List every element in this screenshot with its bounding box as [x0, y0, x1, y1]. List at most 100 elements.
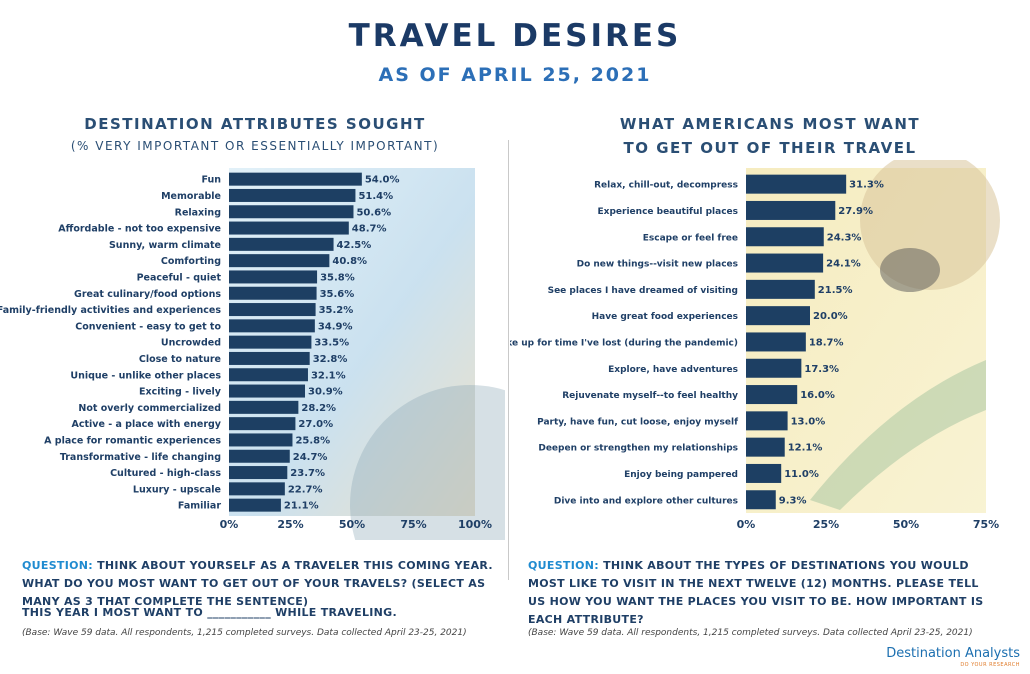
right-category-label: Explore, have adventures [608, 365, 738, 375]
city-globe-decoration [350, 385, 505, 540]
left-value-label: 40.8% [332, 256, 367, 267]
right-category-label: Experience beautiful places [598, 207, 738, 217]
left-bar [229, 237, 334, 251]
left-bar [229, 482, 285, 496]
left-category-label: Convenient - easy to get to [75, 321, 221, 332]
left-chart-subtitle: (% VERY IMPORTANT OR ESSENTIALLY IMPORTA… [70, 139, 440, 153]
right-x-tick-label: 25% [813, 518, 839, 531]
left-bar [229, 384, 306, 398]
palm-leaf-decoration [810, 360, 986, 510]
left-question-text: THINK ABOUT YOURSELF AS A TRAVELER THIS … [22, 559, 493, 608]
left-category-label: Luxury - upscale [133, 484, 221, 495]
left-category-label: A place for romantic experiences [44, 435, 221, 446]
left-category-label: Comforting [161, 256, 221, 267]
right-bar-chart: Relax, chill-out, decompress 31.3% Experie… [510, 160, 1000, 531]
right-value-label: 12.1% [788, 443, 823, 454]
left-category-label: Great culinary/food options [74, 289, 221, 300]
page-subtitle: AS OF APRIL 25, 2021 [378, 64, 652, 86]
panel-divider [508, 140, 509, 580]
right-base-note: (Base: Wave 59 data. All respondents, 1,… [528, 628, 973, 638]
left-bar [229, 466, 288, 480]
right-chart-title-line2: TO GET OUT OF THEIR TRAVEL [623, 139, 917, 157]
left-bar-chart: Fun 54.0% Memorable 51.4% Relaxing 50.6% Affor… [0, 168, 505, 540]
left-bar [229, 188, 356, 202]
left-category-label: Active - a place with energy [71, 419, 221, 430]
right-category-label: Escape or feel free [643, 233, 738, 243]
left-bar [229, 254, 330, 268]
sunglasses-decoration [880, 248, 940, 292]
left-bar [229, 172, 362, 186]
left-bar [229, 286, 317, 300]
left-question: QUESTION: THINK ABOUT YOURSELF AS A TRAV… [22, 557, 497, 611]
logo-tagline: DO YOUR RESEARCH [960, 662, 1020, 668]
left-value-label: 42.5% [337, 240, 372, 251]
right-bar [746, 490, 776, 510]
right-bar [746, 463, 782, 483]
left-category-label: Affordable - not too expensive [58, 224, 221, 235]
left-x-tick-label: 100% [458, 518, 492, 531]
left-value-label: 54.0% [365, 175, 400, 186]
left-bar [229, 449, 290, 463]
left-category-label: Cultured - high-class [110, 468, 221, 479]
right-category-label: Deepen or strengthen my relationships [538, 444, 738, 454]
left-value-label: 23.7% [290, 468, 325, 479]
right-x-tick-label: 75% [973, 518, 999, 531]
right-bar [746, 227, 824, 247]
right-category-label: See places I have dreamed of visiting [548, 286, 738, 296]
left-value-label: 33.5% [314, 338, 349, 349]
right-bar [746, 437, 785, 457]
right-category-label: Make up for time I've lost (during the p… [510, 338, 738, 348]
right-bar [746, 332, 806, 352]
left-category-label: Uncrowded [161, 338, 221, 349]
left-category-label: Close to nature [139, 354, 221, 365]
left-x-tick-label: 0% [220, 518, 239, 531]
right-category-label: Do new things--visit new places [577, 260, 738, 270]
left-value-label: 27.0% [298, 419, 333, 430]
left-bar [229, 351, 310, 365]
right-category-label: Have great food experiences [592, 312, 738, 322]
left-base-note: (Base: Wave 59 data. All respondents, 1,… [22, 628, 467, 638]
left-value-label: 30.9% [308, 387, 343, 398]
left-value-label: 32.1% [311, 370, 346, 381]
logo-text: Destination Analysts [886, 646, 1020, 661]
right-x-tick-label: 50% [893, 518, 919, 531]
left-x-tick-label: 25% [277, 518, 303, 531]
left-bar [229, 433, 293, 447]
left-bar [229, 400, 299, 414]
left-value-label: 25.8% [295, 435, 330, 446]
left-value-label: 51.4% [358, 191, 393, 202]
right-value-label: 24.3% [827, 232, 862, 243]
left-value-label: 35.2% [319, 305, 354, 316]
left-question-lead: QUESTION: [22, 559, 93, 572]
left-value-label: 50.6% [356, 207, 391, 218]
right-category-label: Enjoy being pampered [624, 470, 738, 480]
left-value-label: 22.7% [288, 484, 323, 495]
right-bar [746, 253, 824, 273]
right-category-label: Rejuvenate myself--to feel healthy [562, 391, 738, 401]
right-value-label: 20.0% [813, 311, 848, 322]
left-category-label: Family-friendly activities and experienc… [0, 305, 221, 316]
right-bar [746, 411, 788, 431]
left-sentence: THIS YEAR I MOST WANT TO ___________ WHI… [22, 606, 397, 619]
right-value-label: 16.0% [800, 390, 835, 401]
left-value-label: 21.1% [284, 501, 319, 512]
left-category-label: Sunny, warm climate [109, 240, 221, 251]
right-value-label: 11.0% [784, 469, 819, 480]
left-bar [229, 270, 318, 284]
left-bar [229, 368, 308, 382]
right-category-label: Relax, chill-out, decompress [594, 181, 738, 191]
right-value-label: 17.3% [804, 364, 839, 375]
right-value-label: 18.7% [809, 337, 844, 348]
left-value-label: 34.9% [318, 321, 353, 332]
right-bar [746, 306, 810, 326]
left-value-label: 28.2% [301, 403, 336, 414]
left-category-label: Unique - unlike other places [70, 370, 221, 381]
right-value-label: 13.0% [791, 416, 826, 427]
right-bar [746, 358, 802, 378]
left-value-label: 48.7% [352, 224, 387, 235]
left-chart-title: DESTINATION ATTRIBUTES SOUGHT [84, 115, 426, 133]
left-bar [229, 335, 312, 349]
left-bar [229, 303, 316, 317]
left-x-tick-label: 75% [400, 518, 426, 531]
left-value-label: 35.8% [320, 272, 355, 283]
